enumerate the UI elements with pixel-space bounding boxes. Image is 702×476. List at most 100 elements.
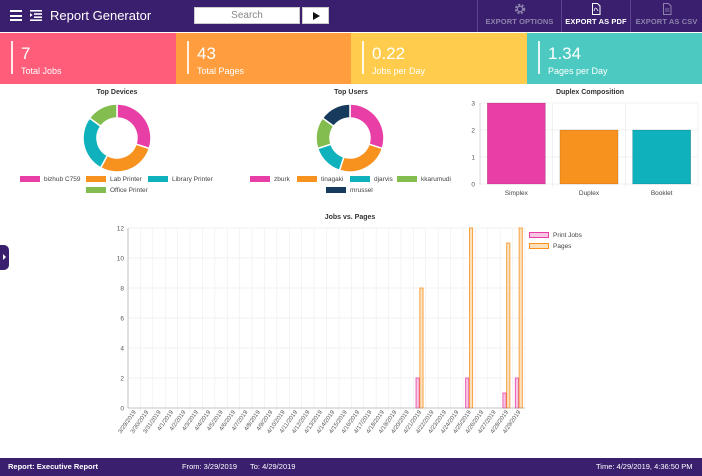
- legend-label: Library Printer: [172, 176, 213, 183]
- donut-slice[interactable]: [321, 103, 351, 128]
- top-users-legend: zburk tinagaki djarvis kkarumudi mrussel: [236, 176, 470, 198]
- y-tick-label: 6: [120, 316, 124, 323]
- search-input[interactable]: [194, 7, 300, 24]
- total-pages-label: Total Pages: [197, 66, 245, 76]
- tile-accent-bar: [362, 41, 364, 74]
- pages-per-day-tile: 1.34 Pages per Day: [527, 33, 702, 84]
- jobs-per-day-tile: 0.22 Jobs per Day: [351, 33, 527, 84]
- legend-item[interactable]: djarvis: [350, 176, 393, 183]
- legend-label: zburk: [274, 176, 290, 183]
- legend-item[interactable]: Lab Printer: [86, 176, 142, 183]
- top-bar: Report Generator EXPORT OPTIONS EXPORT A…: [0, 0, 702, 32]
- total-jobs-tile: 7 Total Jobs: [0, 33, 176, 84]
- y-tick-label: 2: [120, 376, 124, 383]
- pages-bar[interactable]: [506, 242, 511, 409]
- total-jobs-value: 7: [21, 44, 31, 63]
- y-tick-label: 3: [471, 101, 475, 108]
- donut-slice[interactable]: [88, 103, 118, 128]
- donut-slice[interactable]: [316, 143, 345, 172]
- legend-item[interactable]: tinagaki: [297, 176, 343, 183]
- report-list-icon[interactable]: [30, 9, 42, 21]
- expand-sidebar-handle[interactable]: [0, 245, 9, 270]
- pages-bar[interactable]: [469, 227, 474, 409]
- legend-item[interactable]: zburk: [250, 176, 290, 183]
- pages-per-day-label: Pages per Day: [548, 66, 608, 76]
- legend-item[interactable]: bizhub C759: [20, 176, 81, 183]
- export-pdf-label: EXPORT AS PDF: [565, 17, 627, 26]
- donut-slice[interactable]: [82, 116, 109, 169]
- pages-bar[interactable]: [518, 227, 523, 409]
- duplex-bar[interactable]: [487, 102, 546, 185]
- legend-label: Office Printer: [110, 187, 148, 194]
- print-jobs-bar[interactable]: [514, 377, 519, 409]
- legend-label: djarvis: [374, 176, 393, 183]
- legend-label: Print Jobs: [553, 232, 582, 239]
- total-pages-value: 43: [197, 44, 216, 63]
- y-tick-label: 12: [117, 226, 125, 233]
- y-tick-label: 10: [117, 256, 125, 263]
- footer-time: Time: 4/29/2019, 4:36:50 PM: [596, 462, 693, 471]
- print-jobs-bar[interactable]: [502, 392, 507, 409]
- export-csv-button[interactable]: EXPORT AS CSV: [631, 0, 702, 32]
- y-tick-label: 4: [120, 346, 124, 353]
- footer-report-name: Report: Executive Report: [8, 462, 99, 471]
- duplex-composition-title: Duplex Composition: [555, 89, 625, 96]
- hamburger-menu-icon[interactable]: [10, 10, 22, 21]
- duplex-bar[interactable]: [632, 129, 691, 185]
- app-title: Report Generator: [50, 8, 152, 23]
- y-tick-label: 1: [471, 155, 475, 162]
- top-devices-legend: bizhub C759 Lab Printer Library Printer …: [0, 176, 234, 198]
- jobs-per-day-label: Jobs per Day: [372, 66, 426, 76]
- x-tick-label: Booklet: [651, 190, 673, 197]
- tile-accent-bar: [11, 41, 13, 74]
- pages-bar[interactable]: [419, 287, 424, 409]
- print-jobs-bar[interactable]: [465, 377, 470, 409]
- legend-item[interactable]: Library Printer: [148, 176, 213, 183]
- donut-slice[interactable]: [349, 103, 385, 150]
- status-footer: Report: Executive Report From: 3/29/2019…: [0, 458, 702, 476]
- toolbar-divider: [630, 0, 631, 32]
- x-tick-label: Duplex: [579, 190, 600, 197]
- legend-item[interactable]: Pages: [529, 243, 571, 250]
- legend-label: Pages: [553, 243, 572, 250]
- y-tick-label: 2: [471, 128, 475, 135]
- legend-label: Lab Printer: [110, 176, 142, 183]
- toolbar-divider: [477, 0, 478, 32]
- top-users-title: Top Users: [334, 89, 368, 96]
- pdf-file-icon: [592, 3, 601, 15]
- y-tick-label: 8: [120, 286, 124, 293]
- tile-accent-bar: [187, 41, 189, 74]
- legend-label: mrussel: [350, 187, 373, 194]
- jobs-per-day-value: 0.22: [372, 44, 406, 63]
- toolbar-divider: [561, 0, 562, 32]
- top-devices-donut-chart: [82, 103, 152, 173]
- legend-item[interactable]: kkarumudi: [397, 176, 451, 183]
- total-jobs-label: Total Jobs: [21, 66, 62, 76]
- legend-item[interactable]: Office Printer: [86, 187, 148, 194]
- legend-item[interactable]: mrussel: [326, 187, 373, 194]
- duplex-bar[interactable]: [559, 129, 619, 185]
- donut-slice[interactable]: [338, 143, 384, 173]
- legend-item[interactable]: Print Jobs: [529, 232, 582, 239]
- pages-per-day-value: 1.34: [548, 44, 582, 63]
- csv-file-icon: [662, 3, 671, 15]
- gear-icon: [514, 3, 525, 15]
- y-tick-label: 0: [120, 406, 124, 413]
- export-pdf-button[interactable]: EXPORT AS PDF: [562, 0, 630, 32]
- top-devices-title: Top Devices: [96, 89, 138, 96]
- donut-slice[interactable]: [116, 103, 152, 150]
- legend-label: tinagaki: [321, 176, 344, 183]
- print-jobs-bar[interactable]: [415, 377, 420, 409]
- top-users-donut-chart: [315, 103, 385, 173]
- y-tick-label: 0: [471, 182, 475, 189]
- footer-to-date: To: 4/29/2019: [250, 462, 296, 471]
- jobs-vs-pages-bar-chart: 0246810123/29/20193/30/20193/31/20194/1/…: [117, 226, 526, 435]
- jobs-vs-pages-legend: Print Jobs Pages: [529, 232, 619, 256]
- footer-from-date: From: 3/29/2019: [182, 462, 238, 471]
- run-search-button[interactable]: [302, 7, 329, 24]
- donut-slice[interactable]: [99, 143, 151, 173]
- jobs-vs-pages-title: Jobs vs. Pages: [324, 214, 376, 221]
- export-options-button[interactable]: EXPORT OPTIONS: [478, 0, 561, 32]
- legend-label: bizhub C759: [44, 176, 81, 183]
